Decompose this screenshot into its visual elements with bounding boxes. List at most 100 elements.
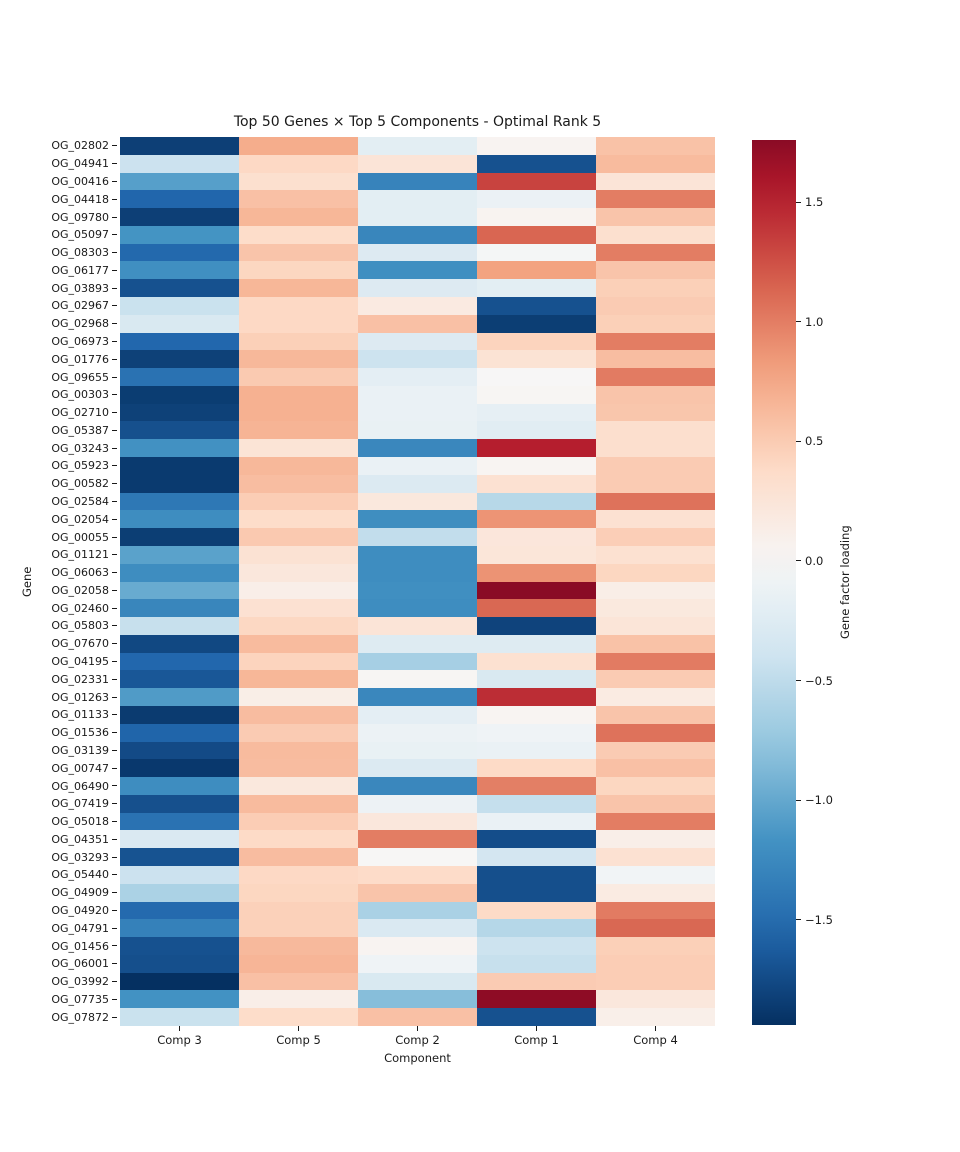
heatmap-cell [120,421,239,440]
heatmap-cell [120,439,239,458]
heatmap-cell [596,297,715,315]
heatmap-cell [239,225,358,244]
heatmap-cell [239,777,358,795]
heatmap-cell [120,759,239,778]
heatmap-cell [239,297,358,315]
heatmap-cell [239,190,358,209]
y-tick-label: OG_03992 [51,975,109,989]
heatmap-cell [596,190,715,209]
heatmap-cell [477,919,596,938]
colorbar-tick-label: 0.0 [805,553,824,568]
y-tick-mark [112,767,117,769]
heatmap-cell [120,599,239,618]
y-tick-mark [112,803,117,805]
heatmap-cell [477,812,596,831]
heatmap-cell [120,225,239,244]
heatmap-cell [358,457,477,475]
heatmap-cell [477,901,596,920]
colorbar-tick-mark [796,201,801,203]
y-tick-mark [112,554,117,556]
y-tick-label: OG_07872 [51,1010,109,1024]
heatmap-cell [120,332,239,351]
heatmap-cell [120,368,239,386]
heatmap-cell [358,777,477,795]
y-tick-mark [112,821,117,823]
y-tick-label: OG_06490 [51,779,109,793]
heatmap-cell [120,474,239,493]
heatmap-cell [596,474,715,493]
heatmap-cell [239,759,358,778]
heatmap-cell [358,688,477,706]
heatmap-cell [358,990,477,1009]
heatmap-cell [596,972,715,991]
heatmap-cell [596,368,715,386]
heatmap-cell [596,385,715,404]
colorbar-tick-mark [796,560,801,562]
heatmap-cell [358,208,477,226]
heatmap-cell [596,243,715,262]
heatmap-cell [120,492,239,511]
heatmap-cell [477,937,596,955]
y-tick-mark [112,572,117,574]
x-tick-mark [655,1026,656,1031]
heatmap-cell [358,848,477,866]
heatmap-cell [477,190,596,209]
heatmap-cell [596,154,715,173]
heatmap-cell [120,937,239,955]
heatmap-cell [596,617,715,635]
y-tick-mark [112,483,117,485]
heatmap-cell [596,510,715,529]
heatmap-cell [120,865,239,884]
heatmap-cell [239,403,358,422]
y-tick-mark [112,607,117,609]
heatmap-cell [120,830,239,849]
heatmap-cell [120,137,239,155]
heatmap-cell [239,812,358,831]
x-axis-label: Component [384,1051,451,1065]
y-tick-mark [112,643,117,645]
y-tick-label: OG_05803 [51,619,109,633]
heatmap-cell [358,830,477,849]
y-tick-label: OG_08303 [51,246,109,260]
heatmap-cell [239,243,358,262]
y-tick-mark [112,785,117,787]
heatmap-cell [239,848,358,866]
heatmap-cell [477,154,596,173]
heatmap-cell [358,297,477,315]
colorbar-tick-label: 1.5 [805,195,824,210]
y-tick-mark [112,909,117,911]
heatmap-cell [358,919,477,938]
y-tick-mark [112,180,117,182]
heatmap-cell [239,688,358,706]
colorbar-tick-label: −1.0 [805,793,833,808]
heatmap-cell [239,545,358,564]
y-tick-mark [112,394,117,396]
y-tick-label: OG_00303 [51,388,109,402]
heatmap-cell [477,581,596,600]
heatmap-cell [120,705,239,724]
heatmap-cell [596,208,715,226]
heatmap-cell [239,137,358,155]
heatmap-cell [358,901,477,920]
y-tick-mark [112,198,117,200]
x-tick-mark [179,1026,180,1031]
y-tick-label: OG_04909 [51,886,109,900]
colorbar-tick-mark [796,680,801,682]
colorbar-tick-label: −1.5 [805,912,833,927]
colorbar-tick-mark [796,799,801,801]
heatmap-cell [358,599,477,618]
heatmap-cell [596,634,715,653]
heatmap-cell [358,332,477,351]
y-tick-label: OG_06001 [51,957,109,971]
x-tick-mark [298,1026,299,1031]
y-tick-label: OG_01133 [51,708,109,722]
y-tick-label: OG_01263 [51,690,109,704]
heatmap-cell [596,457,715,475]
heatmap-cell [358,670,477,689]
heatmap-cell [596,421,715,440]
heatmap-cell [477,368,596,386]
y-tick-mark [112,305,117,307]
heatmap-cell [596,137,715,155]
heatmap-cell [477,599,596,618]
heatmap-cell [358,759,477,778]
